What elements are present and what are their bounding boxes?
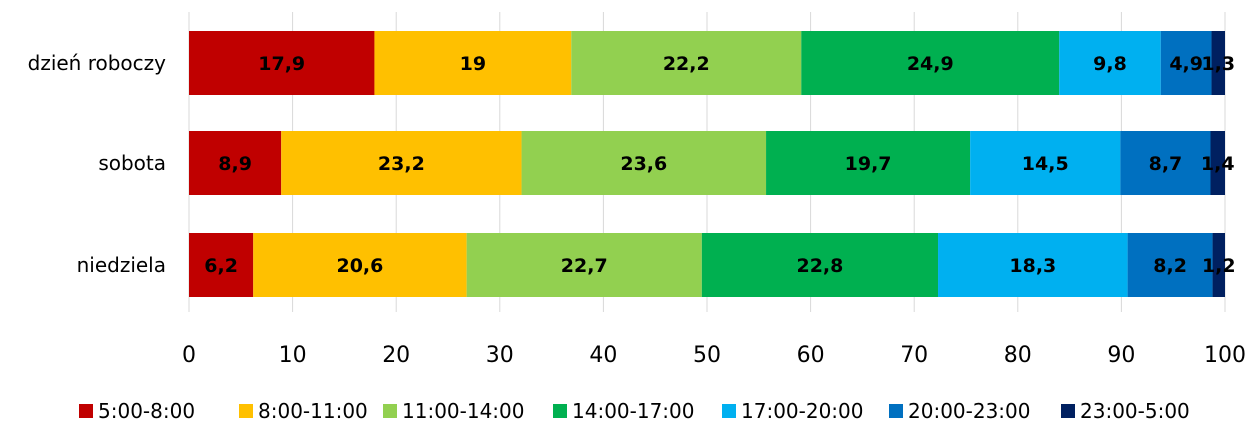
legend-swatch: [722, 404, 736, 418]
bar-segment: [571, 31, 802, 95]
bars: 17,9 19 22,2 24,9 9,8 4,91,3 8,9 23,2 23,6 19,7 14…: [189, 31, 1236, 297]
bar-segment: [521, 131, 767, 195]
x-tick-label: 0: [182, 343, 196, 368]
x-tick-label: 60: [797, 343, 825, 368]
data-label: 6,2: [204, 255, 238, 277]
legend-label: 14:00-17:00: [572, 399, 695, 421]
data-label: 20,6: [336, 255, 383, 277]
bar-segment: [938, 233, 1128, 297]
legend-label: 8:00-11:00: [258, 399, 368, 421]
bar-segment: [281, 131, 522, 195]
bar-segment: [374, 31, 572, 95]
data-label: 18,3: [1009, 255, 1056, 277]
bar-segment: [189, 131, 282, 195]
data-label: 23,2: [378, 153, 425, 175]
data-label: 1,2: [1202, 255, 1236, 277]
x-tick-label: 90: [1107, 343, 1135, 368]
data-label: 24,9: [907, 53, 954, 75]
data-label: 23,6: [620, 153, 667, 175]
x-tick-label: 80: [1004, 343, 1032, 368]
x-tick-label: 20: [382, 343, 410, 368]
bar-segment: [1059, 31, 1161, 95]
category-label: niedziela: [77, 253, 166, 277]
data-label: 1,4: [1201, 153, 1235, 175]
x-tick-label: 30: [486, 343, 514, 368]
category-label: sobota: [98, 151, 166, 175]
bar-segment: [466, 233, 702, 297]
x-tick-label: 10: [279, 343, 307, 368]
legend-swatch: [553, 404, 567, 418]
bar-segment: [766, 131, 971, 195]
data-label: 22,2: [663, 53, 710, 75]
bar-segment: [253, 233, 467, 297]
data-label: 8,7: [1149, 153, 1183, 175]
legend-swatch: [239, 404, 253, 418]
data-label: 19: [460, 53, 486, 75]
x-axis: 0 10 20 30 40 50 60 70 80 90 100: [182, 343, 1246, 368]
bar-segment: [801, 31, 1060, 95]
bar-segment: [1160, 31, 1212, 95]
legend-label: 5:00-8:00: [98, 399, 195, 421]
data-label: 17,9: [258, 53, 305, 75]
x-tick-label: 70: [900, 343, 928, 368]
x-tick-label: 40: [589, 343, 617, 368]
bar-segment: [189, 31, 375, 95]
legend-swatch: [889, 404, 903, 418]
data-label: 22,7: [561, 255, 608, 277]
legend-label: 17:00-20:00: [741, 399, 864, 421]
data-label: 4,9: [1169, 53, 1203, 75]
bar-segment: [701, 233, 939, 297]
data-label: 22,8: [796, 255, 843, 277]
legend-label: 11:00-14:00: [402, 399, 525, 421]
data-label: 8,9: [218, 153, 252, 175]
bar-segment: [189, 233, 254, 297]
x-tick-label: 100: [1204, 343, 1246, 368]
data-label: 8,2: [1153, 255, 1187, 277]
bar-segment: [1211, 31, 1225, 95]
category-label: dzień roboczy: [28, 51, 167, 75]
category-labels: dzień roboczy sobota niedziela: [28, 51, 167, 277]
data-label: 9,8: [1093, 53, 1127, 75]
bar-segment: [970, 131, 1121, 195]
bar-segment: [1127, 233, 1213, 297]
legend-swatch: [383, 404, 397, 418]
bar-segment: [1210, 131, 1225, 195]
bar-segment: [1120, 131, 1211, 195]
legend-label: 20:00-23:00: [908, 399, 1031, 421]
legend-label: 23:00-5:00: [1080, 399, 1190, 421]
data-label: 1,3: [1201, 53, 1235, 75]
data-label: 19,7: [845, 153, 892, 175]
legend-swatch: [79, 404, 93, 418]
legend-swatch: [1061, 404, 1075, 418]
x-tick-label: 50: [693, 343, 721, 368]
data-label: 14,5: [1022, 153, 1069, 175]
bar-segment: [1212, 233, 1225, 297]
legend: 5:00-8:00 8:00-11:00 11:00-14:00 14:00-17:0…: [79, 399, 1190, 421]
